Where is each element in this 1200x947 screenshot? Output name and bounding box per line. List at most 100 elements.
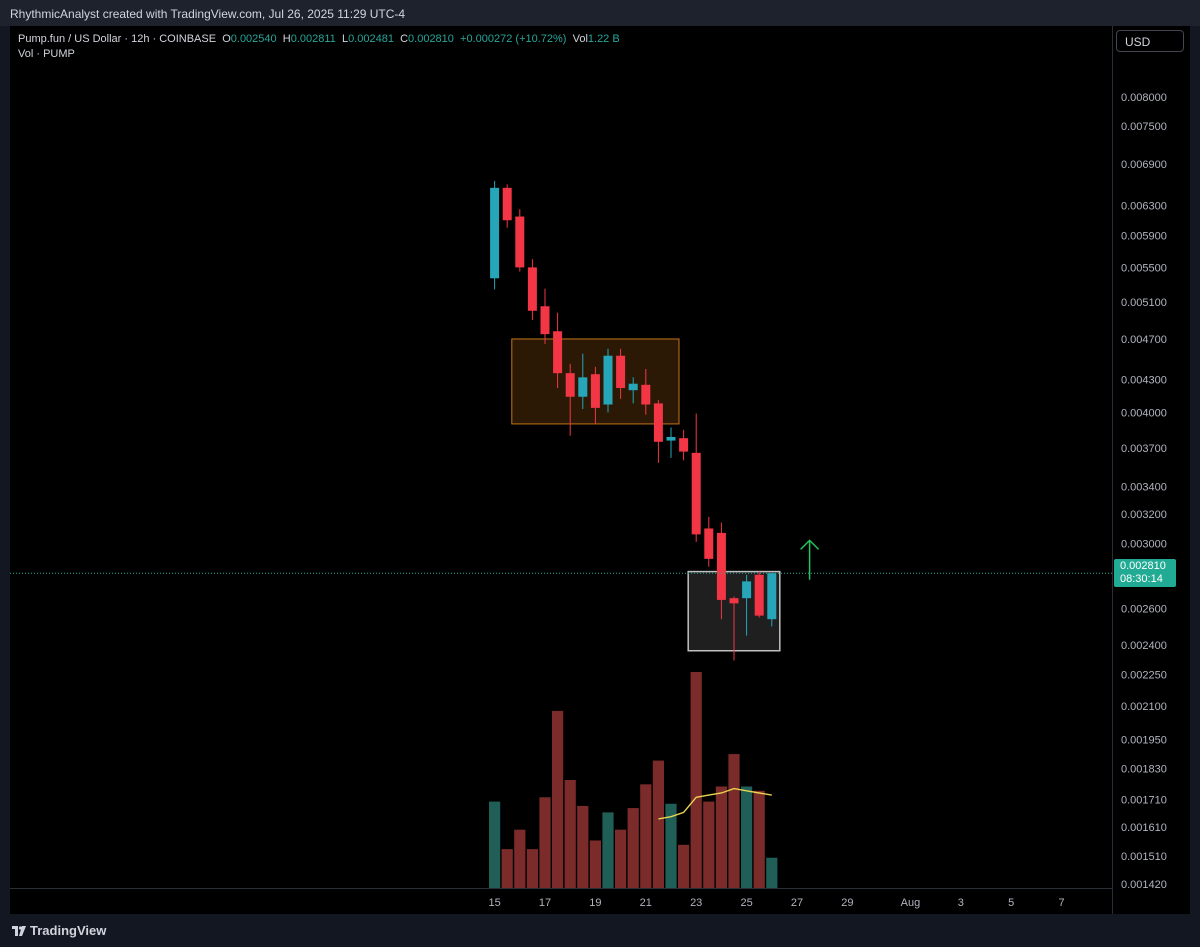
candle-body (767, 573, 777, 620)
y-tick-label: 0.001510 (1121, 851, 1167, 863)
y-tick-label: 0.006300 (1121, 201, 1167, 213)
candle-body (666, 436, 676, 441)
candle-body (729, 598, 739, 604)
volume-bar (577, 805, 589, 888)
candle-body (628, 383, 638, 391)
bar-countdown: 08:30:14 (1120, 573, 1163, 585)
price-axis-separator (1112, 26, 1113, 914)
candle-body (603, 355, 613, 405)
candle-body (490, 187, 500, 279)
candle-body (578, 377, 588, 397)
y-tick-label: 0.004700 (1121, 334, 1167, 346)
x-tick-label: 23 (690, 897, 702, 909)
chart-frame[interactable] (10, 26, 1190, 914)
x-tick-label: 19 (589, 897, 601, 909)
chart-attribution: RhythmicAnalyst created with TradingView… (10, 7, 406, 21)
candle-body (641, 384, 651, 405)
volume-bar (589, 840, 601, 888)
volume-bar (753, 790, 765, 888)
y-tick-label: 0.004300 (1121, 374, 1167, 386)
volume-bar (501, 849, 513, 888)
x-tick-label: 5 (1008, 897, 1014, 909)
x-tick-label: 27 (791, 897, 803, 909)
y-tick-label: 0.001830 (1121, 763, 1167, 775)
y-tick-label: 0.001420 (1121, 879, 1167, 891)
y-tick-label: 0.005100 (1121, 297, 1167, 309)
tradingview-logo[interactable]: TradingView (12, 923, 106, 938)
candle-body (679, 438, 689, 452)
candle-body (590, 374, 600, 408)
volume-bar (514, 829, 526, 888)
candle-body (716, 532, 726, 600)
legend-open: 0.002540 (230, 33, 277, 45)
legend-high-label: H (282, 33, 291, 45)
last-price-value: 0.002810 (1120, 560, 1166, 572)
footer-bar (0, 914, 1200, 947)
volume-bar (715, 786, 727, 888)
volume-bar (526, 849, 538, 888)
x-tick-label: 21 (640, 897, 652, 909)
candle-body (540, 306, 550, 335)
time-axis-separator (10, 888, 1112, 889)
volume-bar (602, 812, 614, 888)
candle-body (553, 331, 563, 374)
candle-body (691, 452, 701, 535)
candle-body (515, 216, 525, 268)
candle-body (653, 403, 663, 442)
x-tick-label: 15 (488, 897, 500, 909)
legend-close-label: C (400, 33, 409, 45)
volume-bar (766, 857, 778, 888)
y-tick-label: 0.002600 (1121, 604, 1167, 616)
y-tick-label: 0.002250 (1121, 669, 1167, 681)
candle-body (704, 528, 714, 559)
x-tick-label: 3 (958, 897, 964, 909)
volume-bar (489, 801, 501, 888)
legend-change: +0.000272 (+10.72%) (460, 33, 567, 45)
candle-body (742, 581, 752, 599)
volume-bar (703, 801, 715, 888)
candle-body (565, 373, 575, 397)
volume-bar (690, 672, 702, 888)
currency-button[interactable]: USD (1116, 30, 1184, 52)
volume-bar (615, 829, 627, 888)
candle-body (527, 267, 537, 311)
x-tick-label: 29 (841, 897, 853, 909)
y-tick-label: 0.004000 (1121, 407, 1167, 419)
last-price-label: 0.002810 08:30:14 (1114, 559, 1176, 587)
candle-body (754, 574, 764, 616)
tradingview-logo-icon (12, 926, 26, 936)
volume-bar (627, 808, 639, 888)
volume-bar (665, 803, 677, 888)
volume-bar (741, 786, 753, 888)
y-tick-label: 0.003700 (1121, 443, 1167, 455)
tradingview-brand: TradingView (30, 923, 107, 938)
volume-bar (552, 710, 564, 888)
y-tick-label: 0.006900 (1121, 159, 1167, 171)
y-tick-label: 0.003000 (1121, 538, 1167, 550)
legend-close: 0.002810 (408, 33, 454, 45)
y-tick-label: 0.008000 (1121, 92, 1167, 104)
y-tick-label: 0.001710 (1121, 794, 1167, 806)
legend-volume-series[interactable]: Vol · PUMP (18, 48, 75, 60)
x-tick-label: 17 (539, 897, 551, 909)
candle-body (616, 355, 626, 389)
volume-bar (564, 780, 576, 888)
legend-symbol[interactable]: Pump.fun / US Dollar · 12h · COINBASE (18, 33, 217, 45)
y-tick-label: 0.007500 (1121, 121, 1167, 133)
volume-bar (640, 784, 652, 888)
x-tick-label: Aug (901, 897, 921, 909)
x-tick-label: 7 (1059, 897, 1065, 909)
y-tick-label: 0.003200 (1121, 509, 1167, 521)
legend-vol-label: Vol (572, 33, 588, 45)
y-tick-label: 0.001610 (1121, 822, 1167, 834)
chart-header-bar: RhythmicAnalyst created with TradingView… (0, 0, 1200, 26)
legend-low-label: L (341, 33, 349, 45)
candle-body (502, 187, 512, 221)
volume-bar (678, 844, 690, 888)
chart-legend: Pump.fun / US Dollar · 12h · COINBASE O0… (18, 33, 620, 63)
volume-bar (539, 797, 551, 888)
legend-high: 0.002811 (290, 33, 336, 45)
x-tick-label: 25 (740, 897, 752, 909)
y-tick-label: 0.005500 (1121, 262, 1167, 274)
